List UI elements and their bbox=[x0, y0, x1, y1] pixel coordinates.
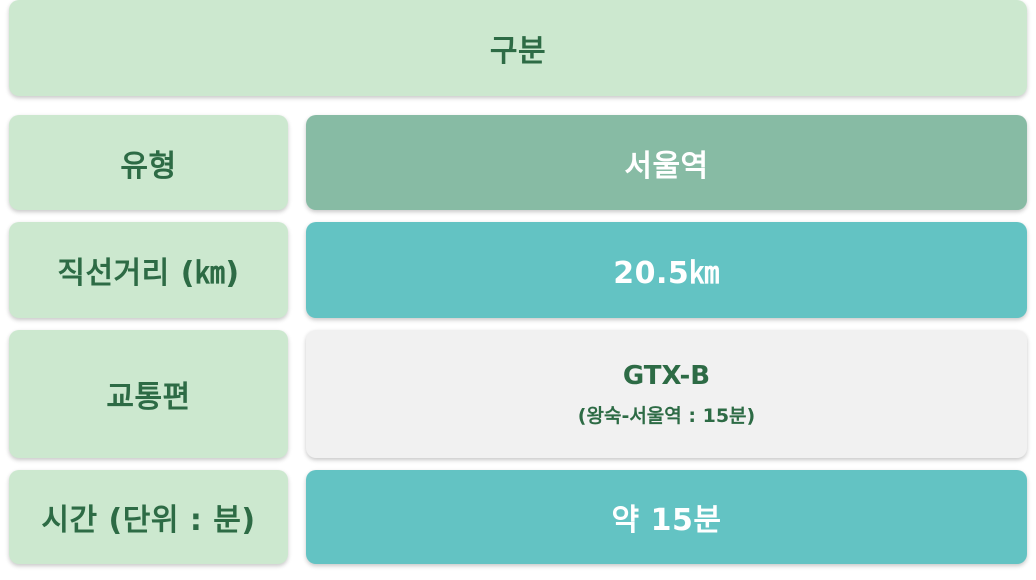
row-label-type: 유형 bbox=[9, 115, 288, 210]
type-label: 유형 bbox=[120, 148, 177, 184]
table-header: 구분 bbox=[9, 0, 1027, 96]
row-value-distance: 20.5㎞ bbox=[306, 222, 1027, 318]
row-label-transport: 교통편 bbox=[9, 330, 288, 458]
row-value-type: 서울역 bbox=[306, 115, 1027, 210]
transport-value: GTX-B bbox=[622, 360, 711, 391]
time-value: 약 15분 bbox=[611, 503, 722, 538]
distance-value: 20.5㎞ bbox=[613, 256, 720, 291]
row-label-time: 시간 (단위 : 분) bbox=[9, 470, 288, 564]
row-value-time: 약 15분 bbox=[306, 470, 1027, 564]
row-value-transport: GTX-B (왕숙-서울역 : 15분) bbox=[306, 330, 1027, 458]
header-label: 구분 bbox=[489, 34, 547, 69]
type-value: 서울역 bbox=[624, 148, 709, 184]
transport-detail: (왕숙-서울역 : 15분) bbox=[577, 404, 756, 427]
row-label-distance: 직선거리 (㎞) bbox=[9, 222, 288, 318]
transport-label: 교통편 bbox=[106, 380, 191, 415]
time-label: 시간 (단위 : 분) bbox=[41, 503, 256, 538]
distance-label: 직선거리 (㎞) bbox=[57, 256, 240, 291]
